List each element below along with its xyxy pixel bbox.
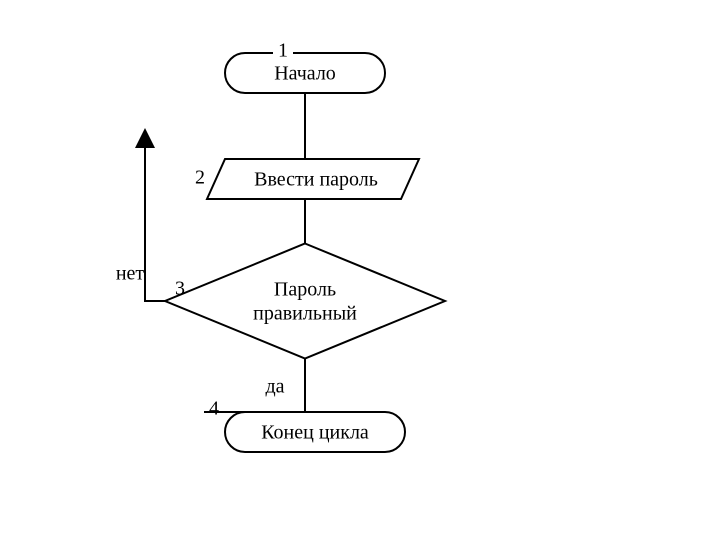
input-label: Ввести пароль xyxy=(254,169,378,191)
decision-node xyxy=(165,244,445,359)
start-number: 1 xyxy=(278,40,288,62)
flowchart: Начало1 Ввести пароль 2 Парольправильный 3 Ко… xyxy=(0,0,720,540)
decision-label-1: Пароль xyxy=(274,279,336,301)
end-label: Конец цикла xyxy=(261,422,369,444)
edge-label-e3_yes: да xyxy=(265,376,284,398)
input-number: 2 xyxy=(195,167,205,189)
edge-e4_no xyxy=(145,132,165,301)
end-number: 4 xyxy=(209,398,219,420)
decision-label-2: правильный xyxy=(253,303,357,325)
edge-label-e4_no: нет xyxy=(116,263,145,285)
decision-number: 3 xyxy=(175,278,185,300)
start-label: Начало xyxy=(274,63,336,85)
